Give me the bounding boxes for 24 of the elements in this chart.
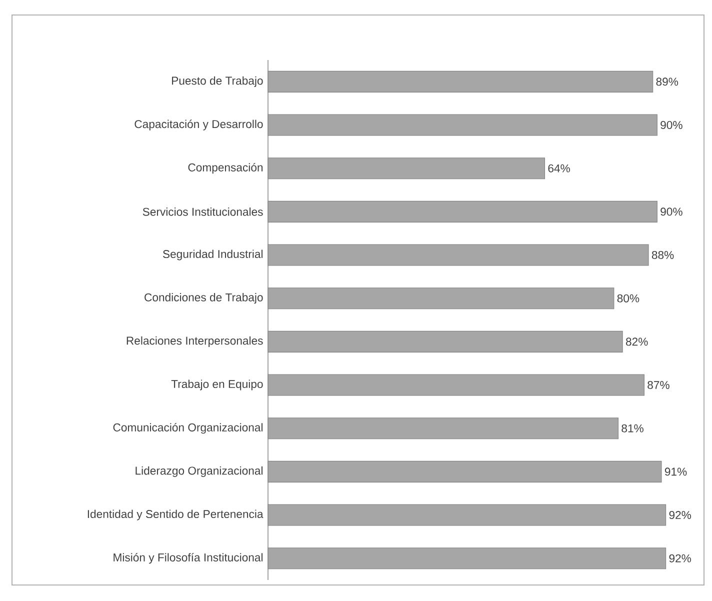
y-tick-label: Misión y Filosofía Institucional — [114, 552, 263, 564]
data-label: 88% — [652, 251, 674, 260]
data-label: 64% — [548, 164, 570, 172]
y-tick-label: Puesto de Trabajo — [172, 76, 263, 87]
data-label: 90% — [660, 208, 682, 216]
y-tick-label: Servicios Institucionales — [142, 208, 263, 216]
y-tick-label: Identidad y Sentido de Pertenencia — [88, 510, 264, 520]
data-label: 91% — [664, 468, 687, 476]
data-label: 80% — [617, 294, 640, 302]
y-tick-label: Compensación — [188, 162, 263, 174]
data-label: 90% — [660, 121, 682, 130]
y-tick-label: Trabajo en Equipo — [171, 380, 263, 390]
data-label: 92% — [669, 511, 692, 520]
data-label: 81% — [622, 424, 644, 432]
y-tick-label: Seguridad Industrial — [163, 250, 263, 260]
data-label: 87% — [648, 381, 670, 390]
y-tick-label: Comunicación Organizacional — [113, 422, 262, 434]
data-label: 92% — [669, 554, 692, 562]
y-tick-label: Capacitación y Desarrollo — [134, 120, 263, 130]
data-label: 82% — [626, 338, 648, 346]
y-tick-label: Liderazgo Organizacional — [136, 466, 262, 477]
y-tick-label: Relaciones Interpersonales — [126, 336, 263, 347]
y-tick-label: Condiciones de Trabajo — [144, 293, 263, 304]
data-label: 89% — [656, 78, 678, 86]
